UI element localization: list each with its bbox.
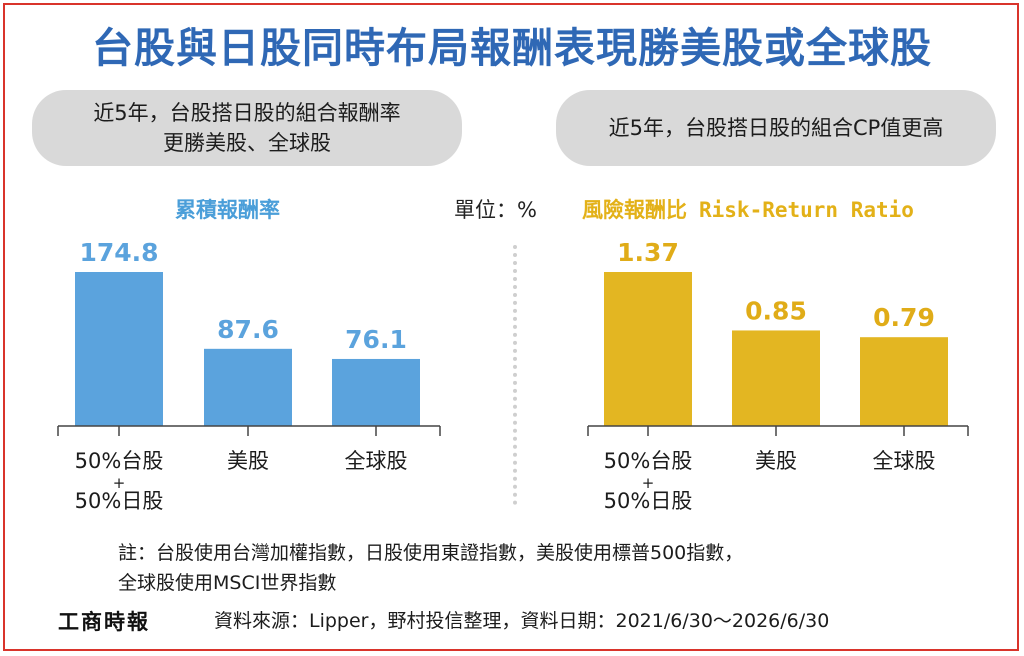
footnote-line2: 全球股使用MSCI世界指數 xyxy=(118,572,337,594)
source-note: 資料來源：Lipper，野村投信整理，資料日期：2021/6/30～2026/6… xyxy=(214,610,830,632)
outer-frame xyxy=(3,3,1019,651)
chart-divider xyxy=(513,245,517,505)
bar-0-2 xyxy=(332,358,420,426)
category-label-1-0-0: 50%台股 xyxy=(604,449,693,473)
category-label-0-1-0: 美股 xyxy=(227,449,269,473)
bar-0-1 xyxy=(204,348,292,426)
page-title: 台股與日股同時布局報酬表現勝美股或全球股 xyxy=(92,24,932,72)
category-label-1-2-0: 全球股 xyxy=(873,449,936,473)
data-label-0-2: 76.1 xyxy=(345,325,407,354)
data-label-0-1: 87.6 xyxy=(217,315,279,344)
category-label-1-0-2: 50%日股 xyxy=(604,489,693,513)
chart-right-title-en: Risk-Return Ratio xyxy=(699,198,914,222)
category-label-1-1-0: 美股 xyxy=(755,449,797,473)
summary-pill-left: 近5年，台股搭日股的組合報酬率 更勝美股、全球股 xyxy=(32,90,462,166)
category-label-0-2-0: 全球股 xyxy=(345,449,408,473)
data-label-1-2: 0.79 xyxy=(873,303,935,332)
summary-right-line1: 近5年，台股搭日股的組合CP值更高 xyxy=(608,116,944,140)
chart-left-title: 累積報酬率 xyxy=(175,198,280,222)
chart-right-title-zh: 風險報酬比 xyxy=(582,198,687,222)
summary-pill-right: 近5年，台股搭日股的組合CP值更高 xyxy=(556,90,996,166)
publisher-logo: 工商時報 xyxy=(58,609,150,634)
category-label-1-0-1: + xyxy=(642,474,655,492)
category-label-0-0-2: 50%日股 xyxy=(75,489,164,513)
footnote-line1: 註：台股使用台灣加權指數，日股使用東證指數，美股使用標普500指數， xyxy=(118,542,744,564)
data-label-1-0: 1.37 xyxy=(617,238,679,267)
category-label-0-0-1: + xyxy=(113,474,126,492)
chart-right-title: 風險報酬比 Risk-Return Ratio xyxy=(582,194,914,224)
data-label-1-1: 0.85 xyxy=(745,296,807,325)
unit-label: 單位：% xyxy=(454,198,537,222)
summary-left-line2: 更勝美股、全球股 xyxy=(163,131,331,155)
bar-1-2 xyxy=(860,337,948,426)
bar-0-0 xyxy=(75,272,163,426)
category-label-0-0-0: 50%台股 xyxy=(75,449,164,473)
data-label-0-0: 174.8 xyxy=(79,238,158,267)
bar-1-0 xyxy=(604,272,692,426)
footnote: 註：台股使用台灣加權指數，日股使用東證指數，美股使用標普500指數， 全球股使用… xyxy=(118,538,743,598)
summary-left-line1: 近5年，台股搭日股的組合報酬率 xyxy=(93,101,401,125)
bar-1-1 xyxy=(732,330,820,426)
